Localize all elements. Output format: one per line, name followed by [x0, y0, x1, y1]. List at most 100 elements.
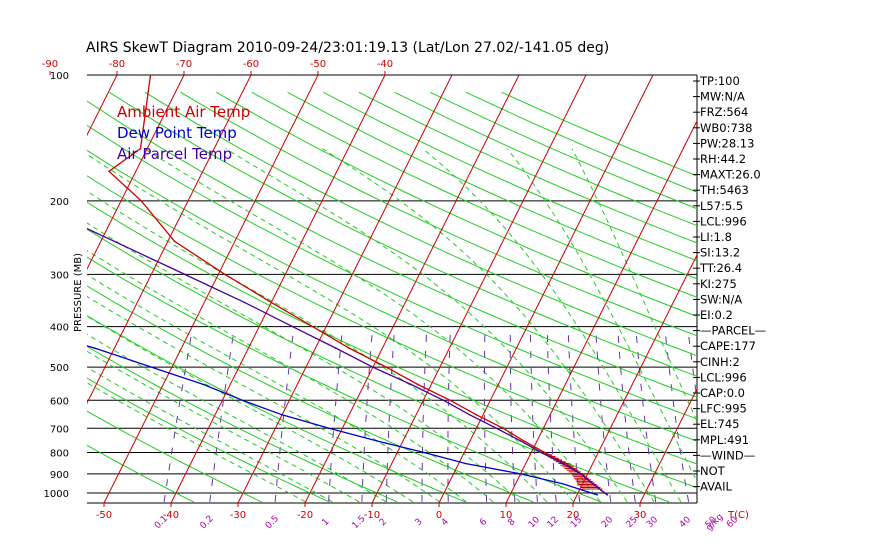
mixing-ratio-line: [664, 331, 690, 502]
moist-adiabat: [87, 274, 467, 503]
index-label: TP:100: [699, 74, 740, 88]
index-label: L57:5.5: [700, 199, 743, 213]
mixing-ratio-label: 0.5: [264, 514, 281, 531]
index-label: FRZ:564: [700, 105, 748, 119]
data-point: [606, 494, 609, 496]
data-point: [372, 366, 374, 368]
index-label: CAPE:177: [700, 339, 756, 353]
data-point: [113, 240, 116, 243]
dry-adiabat: [87, 410, 262, 503]
index-label: AVAIL: [700, 480, 733, 494]
dry-adiabat: [501, 91, 697, 177]
y-tick-label: 300: [50, 270, 69, 281]
data-point: [202, 383, 205, 386]
index-label: PW:28.13: [700, 136, 754, 150]
data-point: [543, 451, 546, 454]
mixing-ratio-line: [385, 331, 395, 502]
data-point: [565, 462, 567, 465]
moist-adiabat: [87, 366, 333, 503]
isotherm: [237, 75, 453, 503]
moist-adiabat: [87, 333, 387, 503]
bottom-tick-label: -50: [96, 510, 112, 521]
index-label: SI:13.2: [700, 246, 740, 260]
data-point: [519, 439, 522, 442]
top-tick-label: -40: [377, 59, 393, 70]
data-point: [590, 492, 593, 494]
data-point: [464, 462, 467, 465]
moist-adiabat: [87, 222, 521, 503]
data-point: [561, 482, 564, 485]
data-point: [596, 494, 598, 496]
y-tick-label: 700: [50, 424, 69, 435]
dry-adiabat: [87, 256, 602, 503]
dry-adiabat: [87, 345, 398, 503]
bottom-tick-label: 20: [567, 510, 580, 521]
mixing-ratio-label: 10: [527, 515, 542, 530]
mixing-ratio-line: [595, 331, 612, 502]
mixing-ratio-line: [361, 331, 373, 502]
mixing-ratio-line: [421, 331, 428, 502]
isotherm: [103, 75, 319, 503]
dry-adiabat: [429, 91, 697, 210]
dry-adiabat: [87, 124, 697, 420]
y-tick-label: 600: [50, 396, 69, 407]
data-point: [241, 399, 244, 402]
top-temperature-ticks: -120-110-100-90-80-70-60-50-40: [42, 59, 393, 75]
y-axis-label: PRESSURE (MB): [73, 253, 84, 332]
mixing-ratio-line: [483, 331, 488, 502]
y-tick-label: 900: [50, 470, 69, 481]
moist-adiabat: [87, 350, 360, 503]
mixing-ratio-line: [546, 331, 557, 502]
isotherm-lines: [87, 75, 697, 503]
isotherm: [572, 253, 697, 503]
index-label: —WIND—: [700, 448, 755, 462]
data-point: [149, 75, 152, 76]
top-tick-label: -70: [176, 59, 192, 70]
bottom-tick-label: -10: [364, 510, 380, 521]
bottom-temperature-ticks: -50 -40 -30 -20 -10 0 10 20 30 T(C): [96, 503, 749, 521]
legend-entry: Air Parcel Temp: [117, 145, 232, 163]
mixing-ratio-line: [529, 331, 538, 502]
background-grid: [87, 75, 697, 503]
index-label: LI:1.8: [700, 230, 732, 244]
index-label: LCL:996: [700, 370, 747, 384]
data-point: [281, 413, 283, 416]
mixing-ratio-label: 2: [378, 517, 389, 528]
dry-adiabat: [87, 201, 697, 489]
dry-adiabat: [87, 175, 697, 465]
mixing-ratio-label: 40: [678, 515, 693, 530]
mixing-ratio-label: 0.2: [199, 514, 216, 531]
mixing-ratio-label: 30: [645, 515, 660, 530]
isotherm: [639, 387, 697, 503]
data-point: [495, 427, 498, 430]
data-point: [385, 366, 388, 368]
y-tick-label: 400: [50, 323, 69, 334]
index-label: MAXT:26.0: [700, 168, 761, 182]
top-tick-label: -50: [310, 59, 326, 70]
moist-adiabat: [571, 148, 697, 423]
data-point: [334, 347, 337, 349]
data-point: [108, 170, 110, 173]
y-tick-label: 100: [50, 71, 69, 82]
data-point: [449, 399, 451, 402]
index-label: —PARCEL—: [700, 324, 766, 338]
top-tick-label: -60: [243, 59, 259, 70]
data-point: [522, 439, 525, 442]
dry-adiabat: [87, 285, 534, 503]
top-tick-label: -80: [109, 59, 125, 70]
mixing-ratio-line: [567, 331, 581, 502]
data-point: [591, 482, 594, 485]
mixing-ratio-line: [617, 331, 636, 502]
data-point: [423, 451, 425, 454]
index-label: CINH:2: [700, 355, 740, 369]
isotherm: [505, 119, 697, 503]
y-tick-label: 200: [50, 197, 69, 208]
bottom-tick-label: T(C): [727, 510, 749, 521]
data-point: [442, 399, 445, 402]
bottom-tick-label: -20: [297, 510, 313, 521]
dry-adiabat: [180, 91, 697, 337]
dry-adiabat: [358, 91, 697, 244]
data-point: [93, 347, 96, 349]
data-point: [224, 273, 226, 276]
